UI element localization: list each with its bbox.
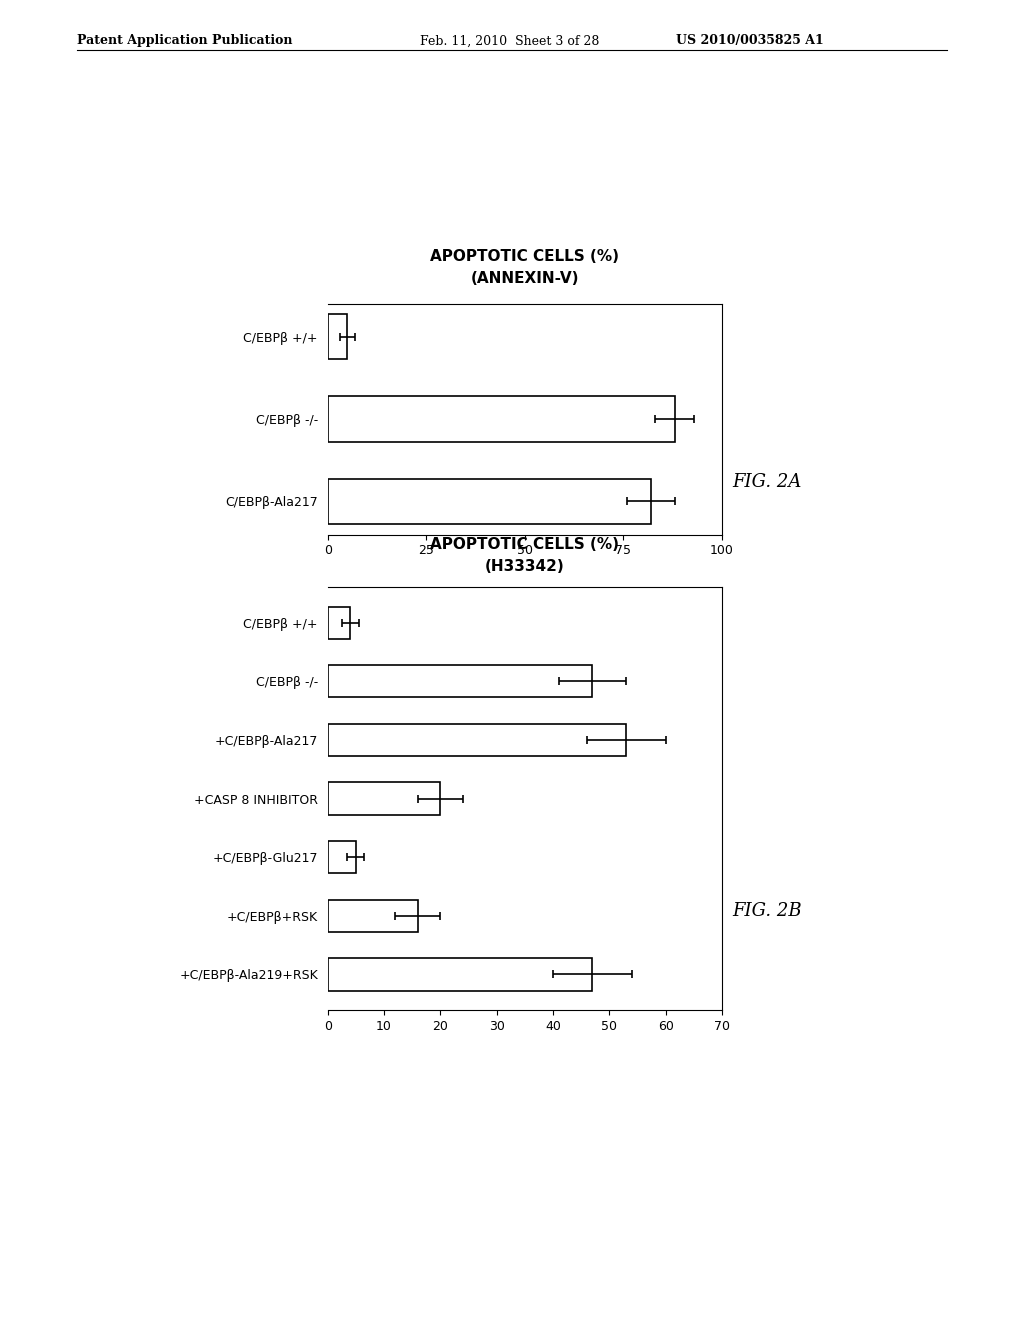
Bar — [328, 841, 356, 874]
Text: US 2010/0035825 A1: US 2010/0035825 A1 — [676, 34, 823, 48]
Bar — [328, 314, 347, 359]
Bar — [328, 396, 675, 442]
Text: Patent Application Publication: Patent Application Publication — [77, 34, 292, 48]
Bar — [328, 958, 592, 990]
Text: (ANNEXIN-V): (ANNEXIN-V) — [471, 272, 579, 286]
Bar — [328, 723, 627, 756]
Text: Feb. 11, 2010  Sheet 3 of 28: Feb. 11, 2010 Sheet 3 of 28 — [420, 34, 599, 48]
Bar — [328, 783, 440, 814]
Bar — [328, 900, 418, 932]
Bar — [328, 607, 350, 639]
Text: APOPTOTIC CELLS (%): APOPTOTIC CELLS (%) — [430, 249, 620, 264]
Bar — [328, 665, 592, 697]
Bar — [328, 479, 651, 524]
Text: FIG. 2A: FIG. 2A — [732, 473, 802, 491]
Text: APOPTOTIC CELLS (%): APOPTOTIC CELLS (%) — [430, 537, 620, 552]
Text: (H33342): (H33342) — [485, 560, 564, 574]
Text: FIG. 2B: FIG. 2B — [732, 902, 802, 920]
